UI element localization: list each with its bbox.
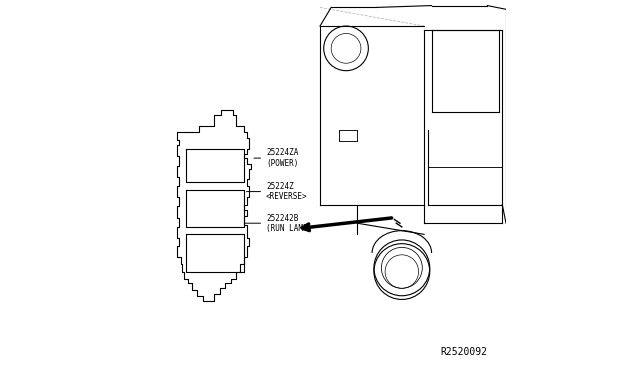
Text: R2520092: R2520092: [440, 347, 488, 357]
Text: 25224ZA
(POWER): 25224ZA (POWER): [254, 148, 298, 168]
Text: 252242B
(RUN LAMP): 252242B (RUN LAMP): [244, 214, 312, 233]
Text: 25224Z
<REVERSE>: 25224Z <REVERSE>: [246, 182, 308, 201]
